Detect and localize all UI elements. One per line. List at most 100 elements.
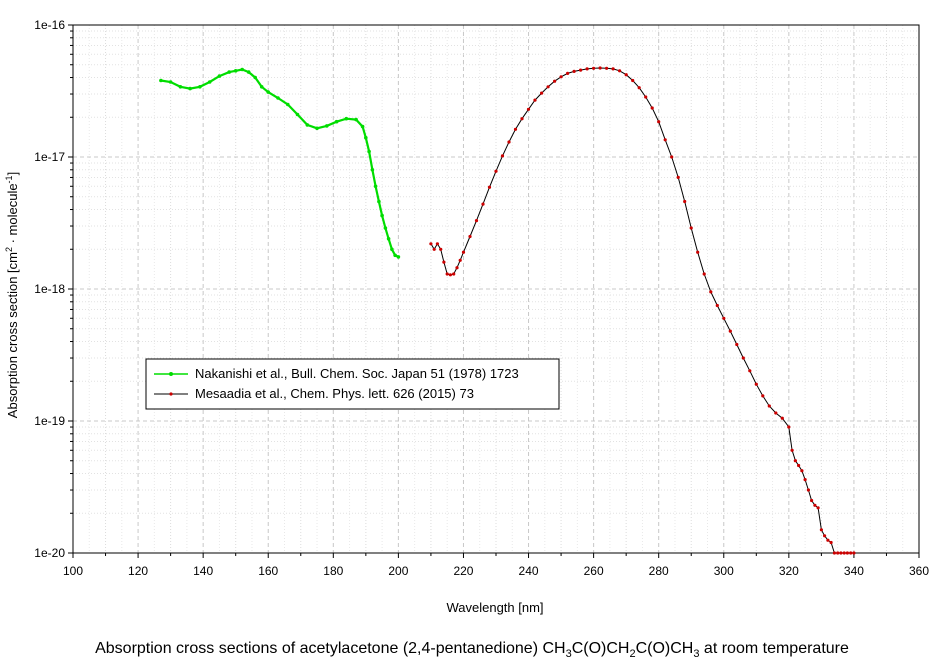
data-point xyxy=(439,247,443,251)
data-point xyxy=(259,85,264,89)
data-point xyxy=(793,459,798,463)
data-point xyxy=(572,69,576,73)
data-point xyxy=(826,538,830,542)
y-tick-label: 1e-16 xyxy=(34,18,65,32)
data-point xyxy=(754,382,758,386)
data-point xyxy=(370,168,375,172)
data-point xyxy=(816,506,820,510)
data-point xyxy=(295,112,300,117)
data-series xyxy=(159,66,856,555)
data-point xyxy=(520,117,524,121)
data-point xyxy=(806,488,811,492)
data-point xyxy=(500,154,505,158)
data-point xyxy=(836,551,840,555)
data-point xyxy=(286,102,290,107)
data-point xyxy=(188,86,192,91)
data-point xyxy=(748,369,752,373)
data-point xyxy=(380,213,384,218)
data-point xyxy=(429,242,433,246)
data-point xyxy=(364,135,368,140)
data-point xyxy=(663,138,667,142)
legend-label-nakanishi: Nakanishi et al., Bull. Chem. Soc. Japan… xyxy=(195,366,519,381)
data-point xyxy=(266,90,271,94)
data-point xyxy=(432,247,436,251)
data-point xyxy=(624,73,628,77)
data-point xyxy=(533,98,537,102)
data-point xyxy=(842,551,846,555)
data-point xyxy=(276,96,280,100)
data-point xyxy=(849,551,853,555)
data-point xyxy=(354,117,358,122)
data-point xyxy=(845,551,850,555)
data-point xyxy=(797,463,801,468)
x-axis: 100 120 140 160 180 200 220 240 260 280 300 320 340 3… xyxy=(63,553,929,578)
gridlines xyxy=(72,25,920,554)
data-point xyxy=(715,303,719,308)
data-point xyxy=(207,80,212,84)
data-point xyxy=(676,175,680,179)
data-point xyxy=(800,469,804,473)
data-point xyxy=(579,68,583,72)
data-point xyxy=(390,247,394,252)
x-tick-label: 320 xyxy=(779,564,799,578)
data-point xyxy=(839,551,843,555)
data-point xyxy=(360,124,365,129)
x-tick-label: 100 xyxy=(63,564,83,578)
data-point xyxy=(377,199,381,204)
data-point xyxy=(670,155,674,159)
x-tick-label: 240 xyxy=(519,564,539,578)
y-axis: 1e-16 1e-17 1e-18 1e-19 1e-20 xyxy=(34,18,73,560)
data-point xyxy=(344,116,349,121)
data-point xyxy=(233,69,238,73)
data-point xyxy=(829,540,833,545)
x-tick-label: 160 xyxy=(258,564,278,578)
data-point xyxy=(787,425,791,429)
data-point xyxy=(367,149,371,154)
data-point xyxy=(696,250,700,254)
data-point xyxy=(305,123,310,127)
data-point xyxy=(325,124,329,128)
data-point xyxy=(618,69,622,73)
legend-box xyxy=(145,358,560,410)
y-tick-label: 1e-19 xyxy=(34,414,65,428)
data-point xyxy=(240,67,244,72)
data-point xyxy=(246,70,251,74)
data-point xyxy=(611,67,615,71)
data-point xyxy=(832,551,837,555)
data-point xyxy=(780,416,784,420)
data-point xyxy=(393,253,397,258)
data-point xyxy=(553,79,557,83)
data-point xyxy=(253,75,257,80)
data-point xyxy=(546,85,550,89)
data-point xyxy=(813,503,817,507)
data-point xyxy=(217,74,222,78)
data-point xyxy=(790,448,794,452)
legend-marker-nakanishi xyxy=(169,372,173,376)
data-point xyxy=(383,226,388,230)
x-tick-label: 200 xyxy=(388,564,408,578)
y-axis-label: Absorption cross section [cm2 · molecule… xyxy=(4,172,20,418)
data-point xyxy=(803,478,807,482)
x-tick-label: 120 xyxy=(128,564,148,578)
data-point xyxy=(373,184,378,189)
data-point xyxy=(559,75,563,79)
data-point xyxy=(644,95,648,99)
x-tick-label: 260 xyxy=(584,564,604,578)
y-tick-label: 1e-20 xyxy=(34,546,65,560)
data-point xyxy=(767,404,771,408)
data-point xyxy=(823,534,827,538)
data-point xyxy=(386,237,391,241)
data-point xyxy=(722,316,726,320)
x-tick-label: 300 xyxy=(714,564,734,578)
data-point xyxy=(683,199,687,204)
data-point xyxy=(396,255,401,259)
legend-label-mesaadia: Mesaadia et al., Chem. Phys. lett. 626 (… xyxy=(195,386,474,401)
data-point xyxy=(540,91,544,95)
data-point xyxy=(702,272,706,276)
data-point xyxy=(761,394,765,398)
data-point xyxy=(227,70,231,74)
data-point xyxy=(487,185,492,189)
data-point xyxy=(315,126,319,131)
data-point xyxy=(709,290,713,294)
data-point xyxy=(442,260,446,264)
